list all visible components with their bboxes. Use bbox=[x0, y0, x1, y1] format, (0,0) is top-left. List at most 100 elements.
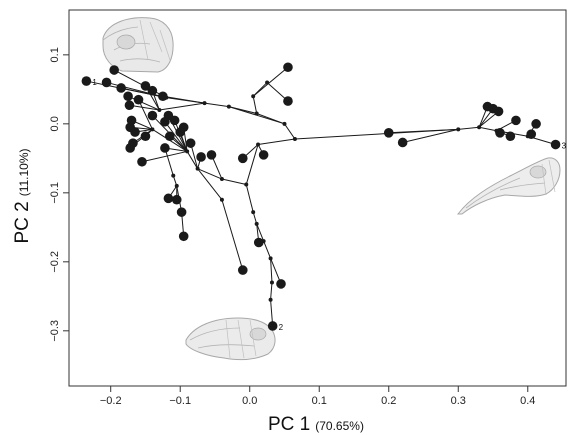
data-point bbox=[253, 237, 264, 248]
data-point bbox=[267, 321, 278, 331]
data-point bbox=[550, 139, 561, 150]
tree-edge bbox=[141, 150, 188, 163]
point-label: 3 bbox=[562, 142, 567, 151]
tree-edge bbox=[113, 69, 167, 99]
data-point bbox=[125, 143, 135, 153]
data-point bbox=[258, 150, 269, 160]
y-axis-unit: (11.10%) bbox=[17, 148, 31, 196]
x-tick-label: 0.2 bbox=[381, 395, 396, 407]
y-tick-label: 0.1 bbox=[49, 47, 61, 62]
y-tick-label: −0.2 bbox=[49, 251, 61, 273]
data-point bbox=[140, 131, 151, 142]
tree-edge bbox=[245, 144, 259, 185]
data-point bbox=[526, 129, 537, 139]
internal-node bbox=[268, 297, 273, 302]
tree-edge bbox=[479, 126, 497, 132]
tree-edge bbox=[204, 102, 229, 108]
data-point bbox=[383, 128, 394, 138]
data-point bbox=[397, 137, 408, 148]
tree-edge bbox=[270, 258, 273, 283]
tree-edge bbox=[263, 240, 272, 259]
tree-edge bbox=[221, 199, 244, 271]
skull-right-long-beak-illustration bbox=[456, 157, 561, 215]
tree-edge bbox=[228, 106, 257, 114]
data-point bbox=[124, 100, 135, 111]
tree-edge bbox=[458, 126, 480, 130]
internal-node bbox=[157, 108, 162, 113]
x-tick-label: 0.0 bbox=[242, 395, 257, 407]
internal-node bbox=[219, 177, 224, 182]
internal-node bbox=[171, 173, 176, 178]
tree-edge bbox=[197, 168, 223, 180]
x-tick-label: 0.1 bbox=[312, 395, 327, 407]
tree-edge bbox=[402, 128, 459, 143]
internal-node bbox=[219, 197, 224, 202]
data-point bbox=[147, 85, 158, 96]
y-tick-label: −0.3 bbox=[49, 320, 61, 342]
data-point bbox=[176, 207, 187, 217]
internal-node bbox=[265, 80, 270, 85]
tree-edge bbox=[159, 102, 205, 111]
data-point bbox=[81, 76, 92, 86]
data-point bbox=[163, 193, 174, 204]
tree-edge bbox=[162, 95, 205, 104]
data-point bbox=[160, 143, 170, 153]
tree-edge bbox=[221, 178, 247, 186]
internal-node bbox=[251, 210, 256, 215]
tree-edge bbox=[186, 151, 199, 169]
internal-node bbox=[292, 137, 297, 142]
internal-node bbox=[268, 256, 273, 261]
tree-edge bbox=[245, 184, 254, 213]
tree-edge bbox=[138, 99, 153, 130]
internal-node bbox=[251, 94, 256, 99]
internal-node bbox=[202, 101, 207, 106]
internal-node bbox=[254, 221, 259, 226]
tree-edge bbox=[270, 282, 273, 300]
tree-edge bbox=[164, 147, 174, 176]
internal-node bbox=[195, 166, 200, 171]
x-axis-label: PC 1 bbox=[268, 414, 310, 435]
data-point bbox=[505, 131, 516, 142]
tree-edge bbox=[256, 223, 265, 242]
y-tick-label: −0.1 bbox=[49, 182, 61, 204]
x-axis: −0.2 −0.1 0.0 0.1 0.2 0.3 0.4 bbox=[100, 386, 535, 407]
x-tick-label: 0.3 bbox=[451, 395, 466, 407]
data-point bbox=[101, 77, 112, 88]
internal-node bbox=[256, 142, 261, 147]
internal-node bbox=[254, 111, 259, 116]
x-axis-unit: (70.65%) bbox=[315, 419, 364, 433]
y-axis: 0.1 0.0 −0.1 −0.2 −0.3 bbox=[49, 47, 69, 342]
data-point bbox=[123, 91, 133, 102]
tree-edge bbox=[252, 96, 258, 114]
point-labels: 1 2 3 bbox=[92, 78, 566, 332]
internal-node bbox=[456, 127, 461, 132]
y-axis-title: PC 2 (11.10%) bbox=[12, 148, 33, 243]
y-axis-label: PC 2 bbox=[12, 201, 33, 243]
data-point bbox=[237, 265, 248, 275]
data-point bbox=[137, 156, 147, 167]
tree-edge bbox=[252, 212, 258, 225]
data-point bbox=[511, 115, 521, 126]
data-point bbox=[175, 127, 186, 137]
data-point bbox=[495, 128, 505, 138]
tree-edge bbox=[388, 128, 459, 134]
data-point bbox=[109, 65, 119, 75]
x-tick-label: 0.4 bbox=[520, 395, 535, 407]
internal-node bbox=[185, 149, 190, 154]
specimen-points bbox=[81, 62, 561, 331]
data-point bbox=[164, 131, 175, 142]
data-point bbox=[178, 231, 189, 242]
data-point bbox=[133, 94, 144, 105]
data-point bbox=[130, 127, 140, 137]
data-point bbox=[185, 138, 196, 148]
internal-node bbox=[226, 104, 231, 109]
tree-edge bbox=[284, 123, 296, 140]
x-axis-title: PC 1 (70.65%) bbox=[268, 414, 364, 435]
data-point bbox=[493, 106, 504, 117]
data-point bbox=[147, 110, 158, 121]
x-tick-label: −0.2 bbox=[100, 395, 122, 407]
data-point bbox=[206, 150, 217, 160]
internal-node bbox=[282, 121, 287, 126]
data-point bbox=[116, 83, 126, 93]
tree-edge bbox=[257, 138, 295, 146]
